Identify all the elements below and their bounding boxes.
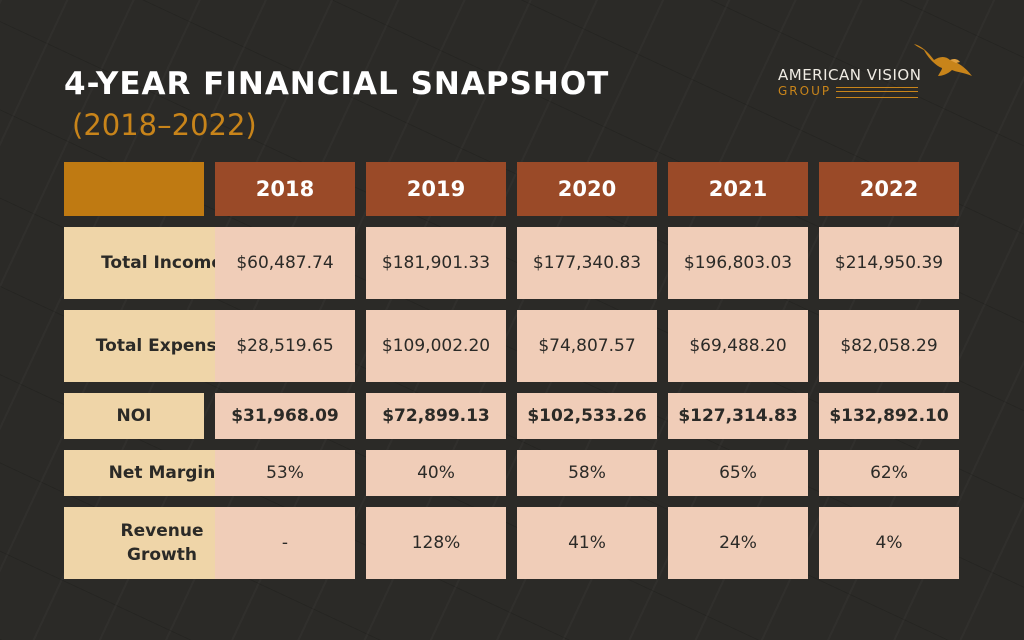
table-cell-total-income-2018: $60,487.74 <box>215 227 355 299</box>
table-cell-net-margin-2022: 62% <box>819 450 959 496</box>
table-cell-net-margin-2020: 58% <box>517 450 657 496</box>
year-header-2022: 2022 <box>819 162 959 216</box>
table-cell-revenue-growth-2020: 41% <box>517 507 657 579</box>
table-cell-noi-2020: $102,533.26 <box>517 393 657 439</box>
page-title: 4-YEAR FINANCIAL SNAPSHOT <box>64 66 610 102</box>
row-label-noi: NOI <box>64 393 204 439</box>
table-cell-total-income-2021: $196,803.03 <box>668 227 808 299</box>
table-cell-total-income-2022: $214,950.39 <box>819 227 959 299</box>
table-cell-net-margin-2018: 53% <box>215 450 355 496</box>
table-cell-total-income-2020: $177,340.83 <box>517 227 657 299</box>
year-header-2018: 2018 <box>215 162 355 216</box>
year-header-2020: 2020 <box>517 162 657 216</box>
page-subtitle: (2018–2022) <box>72 108 257 142</box>
table-cell-total-expense-2020: $74,807.57 <box>517 310 657 382</box>
table-cell-total-income-2019: $181,901.33 <box>366 227 506 299</box>
table-cell-total-expense-2019: $109,002.20 <box>366 310 506 382</box>
company-logo: AMERICAN VISION GROUP <box>778 40 978 102</box>
table-cell-noi-2022: $132,892.10 <box>819 393 959 439</box>
financial-table: 2018 2019 2020 2021 2022 Total Income $60,487.… <box>64 162 959 579</box>
table-corner-cell <box>64 162 204 216</box>
year-header-2019: 2019 <box>366 162 506 216</box>
table-cell-net-margin-2019: 40% <box>366 450 506 496</box>
table-cell-noi-2018: $31,968.09 <box>215 393 355 439</box>
logo-decor-lines <box>836 87 918 98</box>
table-cell-revenue-growth-2018: - <box>215 507 355 579</box>
eagle-icon <box>914 44 972 76</box>
logo-name: AMERICAN VISION <box>778 66 922 84</box>
table-cell-noi-2019: $72,899.13 <box>366 393 506 439</box>
table-cell-total-expense-2018: $28,519.65 <box>215 310 355 382</box>
table-cell-net-margin-2021: 65% <box>668 450 808 496</box>
table-cell-revenue-growth-2019: 128% <box>366 507 506 579</box>
year-header-2021: 2021 <box>668 162 808 216</box>
logo-group: GROUP <box>778 84 832 98</box>
table-cell-noi-2021: $127,314.83 <box>668 393 808 439</box>
table-cell-revenue-growth-2022: 4% <box>819 507 959 579</box>
table-cell-total-expense-2022: $82,058.29 <box>819 310 959 382</box>
table-cell-revenue-growth-2021: 24% <box>668 507 808 579</box>
table-cell-total-expense-2021: $69,488.20 <box>668 310 808 382</box>
